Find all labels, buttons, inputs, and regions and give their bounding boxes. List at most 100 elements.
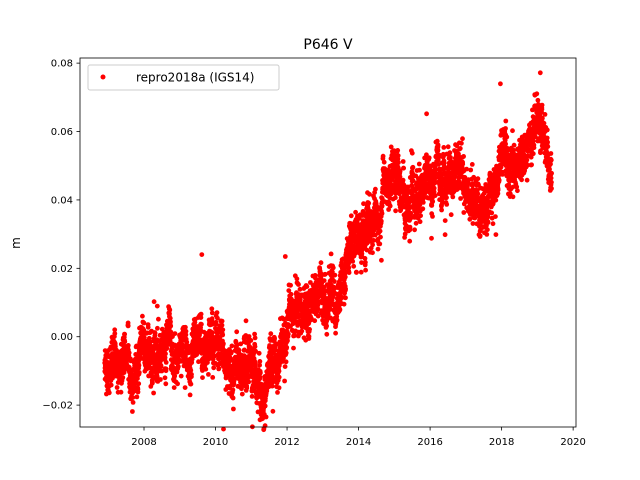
- data-point: [211, 353, 217, 359]
- data-point: [351, 263, 357, 269]
- data-point: [163, 360, 169, 365]
- data-point: [458, 196, 463, 201]
- data-point: [118, 389, 124, 395]
- data-point: [485, 220, 491, 226]
- y-axis: −0.020.000.020.040.060.08: [42, 59, 80, 412]
- data-point: [120, 375, 126, 380]
- data-point: [288, 291, 294, 297]
- y-tick-label: 0.02: [51, 264, 73, 275]
- data-point: [175, 381, 181, 387]
- data-point: [230, 395, 236, 401]
- data-point: [158, 364, 164, 369]
- data-point: [363, 260, 368, 265]
- data-point: [184, 339, 190, 345]
- data-point: [549, 179, 554, 185]
- data-point: [496, 177, 502, 183]
- data-point: [444, 195, 449, 201]
- data-point: [346, 270, 352, 275]
- data-point: [151, 299, 157, 305]
- data-point: [154, 374, 160, 379]
- data-point: [549, 170, 554, 176]
- data-point: [354, 269, 359, 275]
- data-point: [346, 265, 352, 271]
- data-point: [213, 320, 219, 325]
- data-point: [154, 303, 160, 309]
- data-point: [209, 306, 215, 312]
- data-point: [270, 408, 276, 414]
- data-point: [407, 224, 413, 230]
- data-point: [126, 350, 132, 356]
- data-point: [549, 186, 554, 191]
- data-point: [375, 246, 381, 252]
- data-point: [140, 313, 145, 319]
- data-point: [141, 327, 147, 333]
- data-point: [529, 162, 534, 168]
- data-point: [304, 284, 310, 289]
- data-point: [424, 111, 429, 117]
- data-point: [172, 331, 178, 336]
- data-point: [167, 311, 172, 317]
- data-point: [257, 374, 263, 380]
- data-point: [125, 323, 131, 329]
- data-point: [418, 213, 423, 219]
- data-point: [324, 331, 330, 337]
- data-point: [534, 91, 540, 97]
- data-point: [444, 202, 450, 207]
- data-point: [175, 364, 181, 370]
- data-point: [171, 385, 177, 390]
- data-point: [460, 136, 465, 142]
- data-point: [387, 203, 393, 209]
- data-point: [511, 142, 517, 148]
- data-point: [167, 307, 173, 313]
- y-tick-label: −0.02: [42, 401, 73, 412]
- data-point: [210, 330, 215, 336]
- data-point: [209, 310, 215, 316]
- data-point: [256, 350, 262, 356]
- data-point: [210, 375, 216, 380]
- data-point: [416, 161, 422, 167]
- data-point: [306, 334, 312, 339]
- data-point: [282, 378, 287, 384]
- data-point: [268, 331, 274, 337]
- data-point: [220, 327, 226, 333]
- data-point: [442, 218, 448, 224]
- data-point: [296, 282, 301, 287]
- data-point: [183, 332, 189, 338]
- data-point: [252, 344, 258, 349]
- data-point: [183, 328, 189, 334]
- data-point: [324, 323, 329, 329]
- data-point: [122, 339, 128, 345]
- data-point: [381, 159, 387, 165]
- data-point: [337, 307, 343, 312]
- data-point: [429, 235, 434, 241]
- data-point: [400, 177, 406, 183]
- data-point: [189, 356, 195, 362]
- data-point: [162, 355, 168, 360]
- data-point: [221, 341, 226, 347]
- data-point: [183, 324, 188, 330]
- legend: repro2018a (IGS14): [87, 64, 280, 91]
- x-tick-label: 2020: [560, 437, 585, 448]
- data-point: [205, 360, 210, 365]
- data-point: [333, 330, 338, 336]
- data-point: [435, 142, 441, 148]
- data-point: [439, 207, 444, 213]
- data-point: [135, 376, 140, 381]
- data-point: [276, 368, 282, 374]
- data-point: [167, 315, 173, 321]
- data-point: [219, 322, 225, 328]
- data-point: [168, 329, 174, 335]
- data-point: [284, 345, 290, 350]
- data-point: [168, 323, 174, 329]
- data-point: [407, 238, 413, 244]
- data-point: [141, 320, 147, 326]
- data-point: [108, 382, 114, 388]
- data-point: [203, 366, 209, 372]
- data-point: [537, 70, 543, 76]
- data-point: [510, 128, 515, 134]
- data-point: [524, 157, 530, 163]
- data-point: [253, 360, 258, 366]
- chart-title: P646 V: [303, 37, 353, 53]
- data-point: [484, 232, 490, 237]
- data-point: [112, 331, 118, 336]
